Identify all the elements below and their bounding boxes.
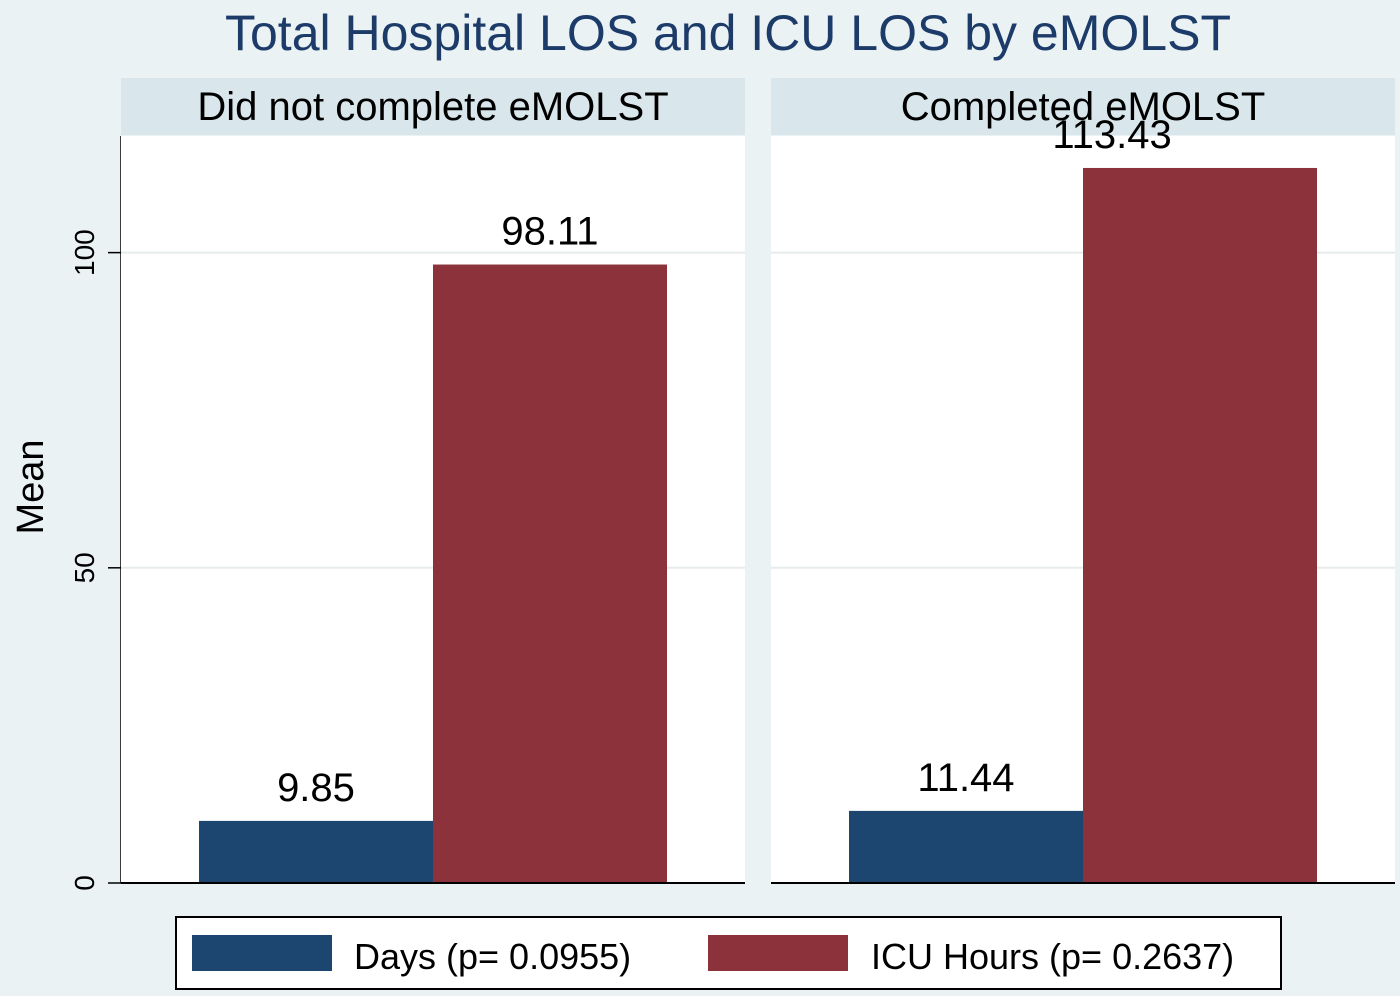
- bar-value-label: 98.11: [501, 210, 598, 254]
- panel-title: Did not complete eMOLST: [197, 85, 668, 129]
- bar: [1083, 167, 1317, 883]
- bar-value-label: 11.44: [917, 756, 1014, 800]
- y-tick-label: 50: [69, 552, 100, 583]
- legend-swatch-days: [192, 935, 332, 971]
- y-axis-label: Mean: [10, 439, 52, 534]
- legend: Days (p= 0.0955) ICU Hours (p= 0.2637): [175, 916, 1282, 990]
- y-tick-label: 100: [69, 229, 100, 276]
- bar: [199, 820, 433, 883]
- legend-label-days: Days (p= 0.0955): [354, 936, 631, 977]
- panel-header: [771, 78, 1395, 135]
- legend-swatch-icu-hours: [708, 935, 848, 971]
- chart-title: Total Hospital LOS and ICU LOS by eMOLST: [225, 5, 1231, 61]
- bar-value-label: 9.85: [277, 766, 355, 810]
- panel-header: [121, 78, 745, 135]
- y-tick-label: 0: [69, 875, 100, 891]
- bar: [433, 264, 667, 883]
- legend-label-icu-hours: ICU Hours (p= 0.2637): [871, 936, 1234, 977]
- bar-value-label: 113.43: [1052, 113, 1171, 157]
- bar: [849, 810, 1083, 883]
- panels: 0 50 100 Did not complete eMOLST 9.85 98.11 Co…: [69, 78, 1395, 891]
- panel-title: Completed eMOLST: [901, 85, 1266, 129]
